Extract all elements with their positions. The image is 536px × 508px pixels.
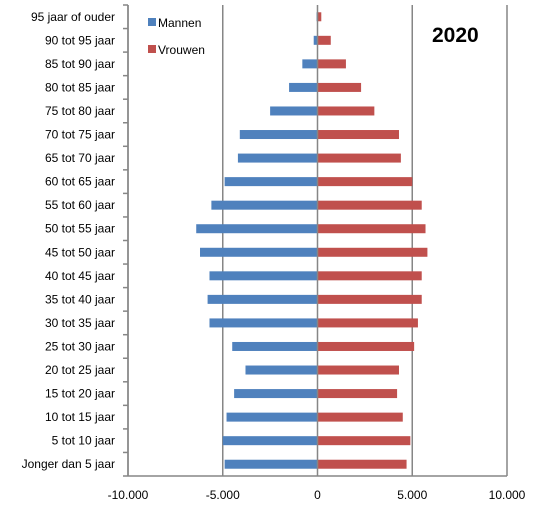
bar-mannen xyxy=(222,436,318,446)
legend-swatch-mannen xyxy=(148,18,156,26)
bar-mannen xyxy=(289,82,318,92)
bar-mannen xyxy=(302,59,318,69)
bar-vrouwen xyxy=(317,153,401,163)
legend-swatch-vrouwen xyxy=(148,45,156,53)
category-label: 55 tot 60 jaar xyxy=(45,198,115,212)
category-label: 30 tot 35 jaar xyxy=(45,316,115,330)
bar-mannen xyxy=(209,318,318,328)
bar-mannen xyxy=(209,271,318,281)
bar-vrouwen xyxy=(317,59,346,69)
bar-vrouwen xyxy=(317,200,422,210)
bar-mannen xyxy=(224,459,318,469)
bar-mannen xyxy=(237,153,318,163)
legend: Mannen Vrouwen xyxy=(148,16,205,57)
category-label: 40 tot 45 jaar xyxy=(45,269,115,283)
x-tick-label: -10.000 xyxy=(108,488,149,502)
bar-mannen xyxy=(224,177,318,187)
category-label: 25 tot 30 jaar xyxy=(45,339,115,353)
category-label: 75 tot 80 jaar xyxy=(45,104,115,118)
bar-mannen xyxy=(313,35,318,45)
category-label: 45 tot 50 jaar xyxy=(45,245,115,259)
bar-vrouwen xyxy=(317,35,331,45)
bar-mannen xyxy=(196,224,318,234)
category-label: 85 tot 90 jaar xyxy=(45,57,115,71)
category-label: 80 tot 85 jaar xyxy=(45,80,115,94)
bar-vrouwen xyxy=(317,294,422,304)
bar-vrouwen xyxy=(317,82,362,92)
bar-mannen xyxy=(207,294,318,304)
bar-vrouwen xyxy=(317,271,422,281)
category-label: 65 tot 70 jaar xyxy=(45,151,115,165)
x-tick-label: -5.000 xyxy=(206,488,240,502)
bar-vrouwen xyxy=(317,389,398,399)
category-label: 95 jaar of ouder xyxy=(31,10,115,24)
x-tick-label: 5.000 xyxy=(397,488,427,502)
bar-vrouwen xyxy=(317,459,407,469)
category-label: 70 tot 75 jaar xyxy=(45,128,115,142)
category-label: 5 tot 10 jaar xyxy=(52,434,115,448)
bar-mannen xyxy=(239,130,318,140)
bar-mannen xyxy=(234,389,318,399)
bar-vrouwen xyxy=(317,106,375,116)
bar-mannen xyxy=(211,200,318,210)
category-label: 50 tot 55 jaar xyxy=(45,222,115,236)
x-tick-label: 10.000 xyxy=(489,488,526,502)
category-label: 60 tot 65 jaar xyxy=(45,175,115,189)
category-label: 10 tot 15 jaar xyxy=(45,410,115,424)
bar-vrouwen xyxy=(317,318,418,328)
category-label: Jonger dan 5 jaar xyxy=(22,457,115,471)
bar-mannen xyxy=(245,365,318,375)
bar-mannen xyxy=(270,106,318,116)
chart-title: 2020 xyxy=(432,24,479,47)
bar-vrouwen xyxy=(317,130,399,140)
bar-vrouwen xyxy=(317,412,403,422)
category-label: 35 tot 40 jaar xyxy=(45,292,115,306)
category-label: 15 tot 20 jaar xyxy=(45,387,115,401)
x-tick-label: 0 xyxy=(314,488,321,502)
bar-mannen xyxy=(226,412,318,422)
bar-mannen xyxy=(232,341,318,351)
bar-vrouwen xyxy=(317,341,415,351)
category-label: 20 tot 25 jaar xyxy=(45,363,115,377)
legend-label-mannen: Mannen xyxy=(158,16,201,30)
bar-vrouwen xyxy=(317,12,322,22)
legend-label-vrouwen: Vrouwen xyxy=(158,43,205,57)
bar-vrouwen xyxy=(317,436,411,446)
bar-vrouwen xyxy=(317,224,426,234)
category-label: 90 tot 95 jaar xyxy=(45,33,115,47)
bar-vrouwen xyxy=(317,365,399,375)
bar-mannen xyxy=(200,247,318,257)
bar-vrouwen xyxy=(317,177,413,187)
bar-vrouwen xyxy=(317,247,428,257)
